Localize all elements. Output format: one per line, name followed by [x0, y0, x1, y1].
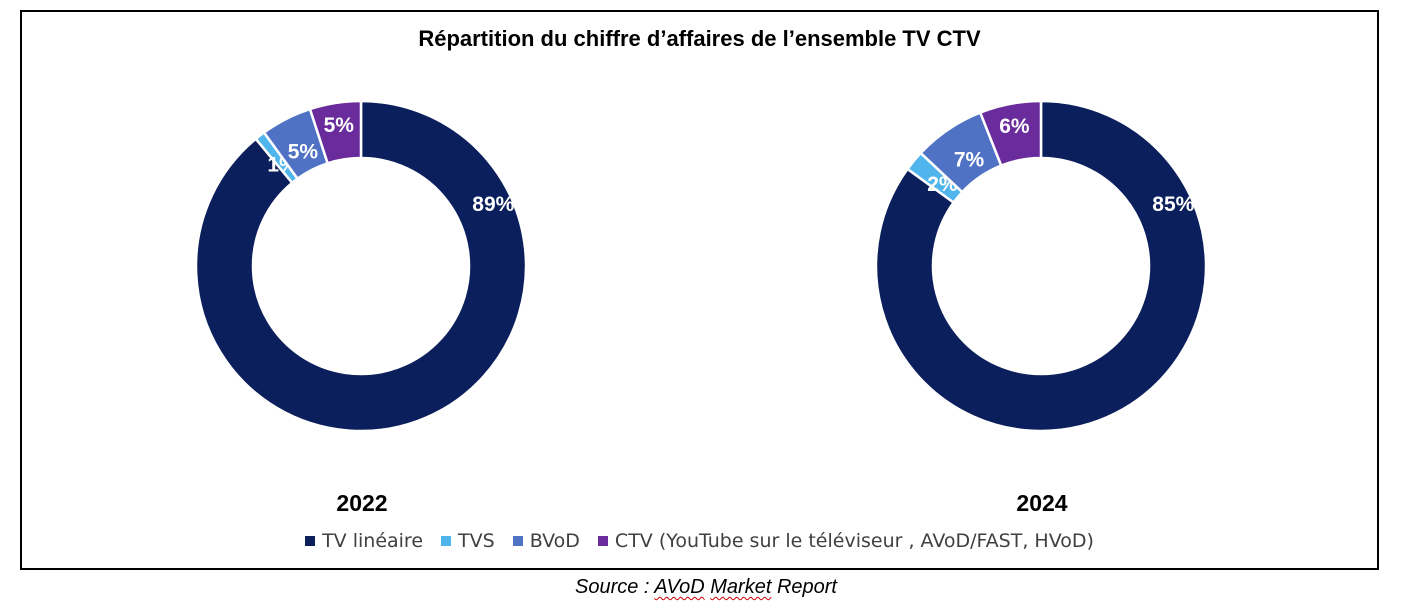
legend-item-tvs: TVS [441, 530, 495, 552]
slice-2022-tv-lineaire [194, 99, 528, 433]
year-label-2024: 2024 [1016, 490, 1068, 516]
legend-item-ctv: CTV (YouTube sur le téléviseur , AVoD/FA… [597, 530, 1094, 552]
data-label-2022-tv-lineaire: 89% [472, 193, 514, 216]
data-label-2024-ctv: 6% [999, 115, 1030, 138]
data-label-2022-bvod: 5% [288, 140, 319, 163]
data-label-2022-ctv: 5% [324, 114, 355, 137]
slice-2022-ctv [308, 99, 363, 165]
legend-item-bvod: BVoD [512, 530, 580, 552]
legend-label-tvs: TVS [458, 530, 495, 552]
legend-swatch-tv-lineaire [305, 536, 316, 546]
donut-2022: 89%1%5%5% [194, 99, 528, 433]
chart-title: Répartition du chiffre d’affaires de l’e… [418, 26, 981, 51]
source-prefix: Source : [575, 576, 655, 598]
source-suffix: Report [771, 576, 837, 598]
source-word-market: Market [710, 576, 772, 598]
source-note: Source : AVoD Market Report [0, 576, 1412, 599]
legend: TV linéaire TVS BVoD CTV (YouTube sur le… [22, 530, 1377, 552]
legend-swatch-tvs [441, 536, 452, 546]
legend-label-tv-lineaire: TV linéaire [322, 530, 424, 552]
legend-label-bvod: BVoD [529, 530, 580, 552]
donut-charts: 89%1%5%5% 85%2%7%6% [194, 99, 1208, 433]
chart-frame: Répartition du chiffre d’affaires de l’e… [20, 10, 1379, 570]
legend-label-ctv: CTV (YouTube sur le téléviseur , AVoD/FA… [614, 530, 1094, 552]
data-label-2024-tv-lineaire: 85% [1152, 193, 1194, 216]
slice-2024-ctv [978, 99, 1043, 168]
slice-2024-tv-lineaire [874, 99, 1208, 433]
legend-swatch-ctv [597, 536, 608, 546]
source-word-avod: AVoD [654, 576, 705, 598]
donut-2024: 85%2%7%6% [874, 99, 1208, 433]
legend-swatch-bvod [512, 536, 523, 546]
legend-item-tv-lineaire: TV linéaire [305, 530, 423, 552]
data-label-2024-bvod: 7% [954, 149, 985, 172]
year-label-2022: 2022 [336, 490, 388, 516]
